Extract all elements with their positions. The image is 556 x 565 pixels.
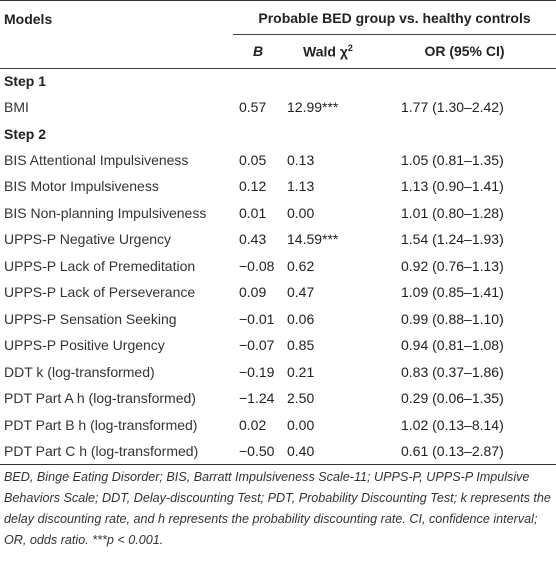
row-label: UPPS-P Lack of Perseverance	[4, 284, 196, 301]
or-value: 1.01 (0.80–1.28)	[401, 204, 504, 221]
b-value: −0.19	[239, 363, 275, 380]
table-row: BIS Attentional Impulsiveness 0.05 0.13 1.0…	[0, 147, 556, 174]
table-row: BIS Non-planning Impulsiveness 0.01 0.00 1.…	[0, 200, 556, 227]
table-row: UPPS-P Lack of Perseverance 0.09 0.47 1.09 …	[0, 279, 556, 306]
table-row: PDT Part C h (log-transformed) −0.50 0.40 0…	[0, 438, 556, 465]
wald-value: 0.00	[287, 204, 315, 221]
wald-value: 0.06	[287, 310, 315, 327]
table-row: BMI 0.57 12.99*** 1.77 (1.30–2.42)	[0, 94, 556, 121]
header-row-2: B Wald χ2 OR (95% CI)	[0, 34, 556, 69]
b-value: 0.09	[239, 284, 267, 301]
group-header: Probable BED group vs. healthy controls	[233, 1, 556, 35]
wald-value: 0.47	[287, 284, 315, 301]
table-row: BIS Motor Impulsiveness 0.12 1.13 1.13 (0.9…	[0, 173, 556, 200]
header-row-1: Models Probable BED group vs. healthy co…	[0, 1, 556, 35]
or-value: 0.99 (0.88–1.10)	[401, 310, 504, 327]
or-value: 1.77 (1.30–2.42)	[401, 99, 504, 116]
or-value: 1.13 (0.90–1.41)	[401, 178, 504, 195]
wald-value: 0.85	[287, 337, 315, 354]
b-value: −0.01	[239, 310, 275, 327]
row-label: UPPS-P Sensation Seeking	[4, 310, 177, 327]
step-label: Step 1	[4, 73, 47, 90]
row-label: PDT Part B h (log-transformed)	[4, 416, 198, 433]
b-value: 0.05	[239, 151, 267, 168]
row-label: DDT k (log-transformed)	[4, 363, 155, 380]
table-row: DDT k (log-transformed) −0.19 0.21 0.83 (0.…	[0, 359, 556, 386]
wald-header-sup: 2	[347, 42, 353, 53]
step-row: Step 2	[0, 121, 556, 147]
table-row: UPPS-P Sensation Seeking −0.01 0.06 0.99 (0…	[0, 306, 556, 333]
results-table: Models Probable BED group vs. healthy co…	[0, 0, 556, 465]
or-value: 1.05 (0.81–1.35)	[401, 151, 504, 168]
b-value: 0.12	[239, 178, 267, 195]
row-label: UPPS-P Lack of Premeditation	[4, 257, 196, 274]
row-label: UPPS-P Positive Urgency	[4, 337, 165, 354]
b-value: 0.02	[239, 416, 267, 433]
models-header: Models	[4, 10, 53, 27]
wald-value: 0.62	[287, 257, 315, 274]
table-row: UPPS-P Positive Urgency −0.07 0.85 0.94 (0.…	[0, 332, 556, 359]
row-label: UPPS-P Negative Urgency	[4, 231, 172, 248]
step-row: Step 1	[0, 68, 556, 94]
or-value: 0.83 (0.37–1.86)	[401, 363, 504, 380]
table-row: UPPS-P Negative Urgency 0.43 14.59*** 1.54 …	[0, 226, 556, 253]
wald-header: Wald χ2	[283, 34, 373, 69]
table-row: PDT Part B h (log-transformed) 0.02 0.00 1.…	[0, 412, 556, 439]
b-value: 0.57	[239, 99, 267, 116]
wald-value: 0.40	[283, 438, 373, 465]
b-value: −1.24	[239, 390, 275, 407]
b-value: 0.01	[239, 204, 267, 221]
wald-value: 12.99***	[287, 99, 339, 116]
wald-value: 0.00	[287, 416, 315, 433]
step-label: Step 2	[4, 125, 47, 142]
row-label: BIS Motor Impulsiveness	[4, 178, 159, 195]
results-table-container: Models Probable BED group vs. healthy co…	[0, 0, 556, 547]
or-value: 1.02 (0.13–8.14)	[401, 416, 504, 433]
empty-header-cell	[0, 34, 233, 69]
table-row: UPPS-P Lack of Premeditation −0.08 0.62 0.9…	[0, 253, 556, 280]
b-header: B	[233, 34, 283, 69]
row-label: BMI	[4, 99, 29, 116]
row-label: PDT Part A h (log-transformed)	[4, 390, 196, 407]
wald-value: 14.59***	[287, 231, 339, 248]
or-value: 1.09 (0.85–1.41)	[401, 284, 504, 301]
b-value: −0.50	[233, 438, 283, 465]
b-value: 0.43	[239, 231, 267, 248]
wald-value: 1.13	[287, 178, 315, 195]
or-value: 0.94 (0.81–1.08)	[401, 337, 504, 354]
wald-header-text: Wald χ	[303, 43, 348, 60]
row-label: BIS Attentional Impulsiveness	[4, 151, 189, 168]
table-row: PDT Part A h (log-transformed) −1.24 2.50 0…	[0, 385, 556, 412]
or-header: OR (95% CI)	[373, 34, 556, 69]
wald-value: 0.13	[287, 151, 315, 168]
b-value: −0.07	[239, 337, 275, 354]
or-value: 1.54 (1.24–1.93)	[401, 231, 504, 248]
wald-value: 0.21	[287, 363, 315, 380]
or-value: 0.92 (0.76–1.13)	[401, 257, 504, 274]
wald-value: 2.50	[287, 390, 315, 407]
or-value: 0.29 (0.06–1.35)	[401, 390, 504, 407]
row-label: BIS Non-planning Impulsiveness	[4, 204, 207, 221]
table-footnote: BED, Binge Eating Disorder; BIS, Barratt…	[4, 470, 551, 547]
row-label: PDT Part C h (log-transformed)	[0, 438, 233, 465]
or-value: 0.61 (0.13–2.87)	[373, 438, 556, 465]
b-value: −0.08	[239, 257, 275, 274]
